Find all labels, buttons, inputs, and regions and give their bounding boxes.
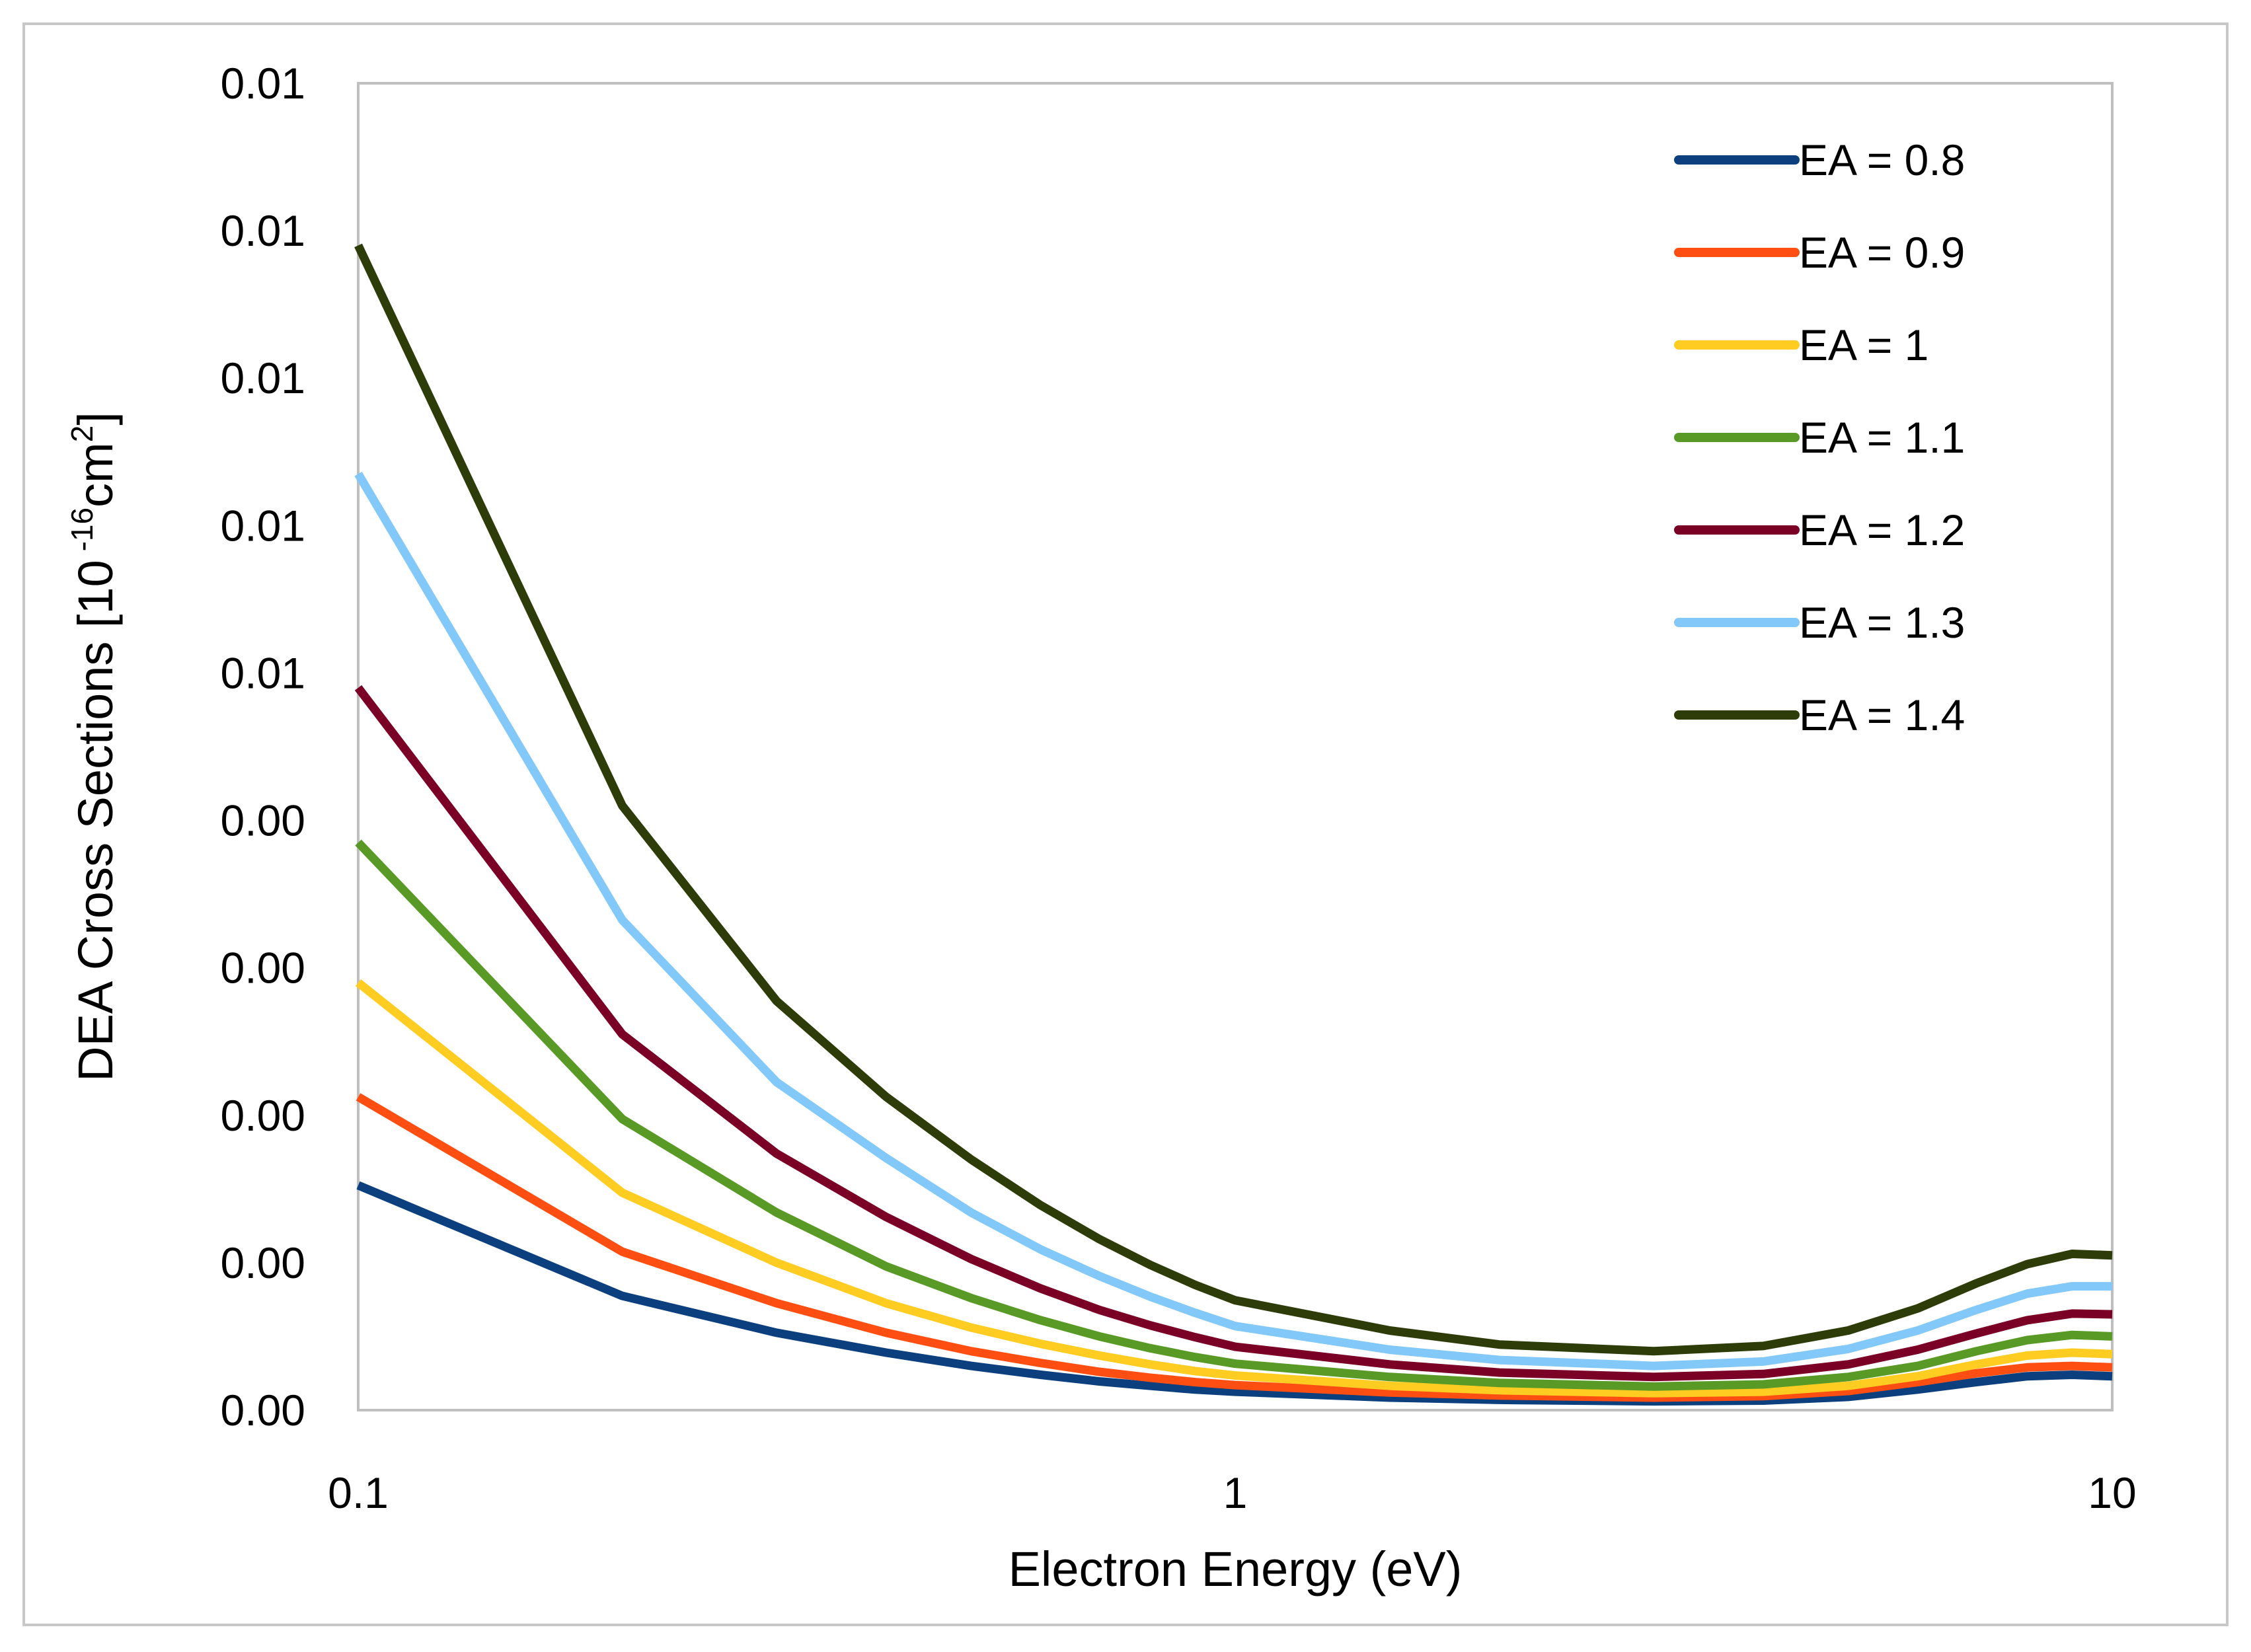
y-tick-label: 0.01 <box>221 59 305 108</box>
legend-item: EA = 0.8 <box>1674 135 1965 184</box>
legend-item: EA = 0.9 <box>1674 228 1965 277</box>
legend-label: EA = 1 <box>1799 320 1928 369</box>
y-tick-label: 0.00 <box>221 1386 305 1435</box>
y-tick-label: 0.01 <box>221 501 305 550</box>
series-line-1 <box>356 1181 2113 1406</box>
legend-label: EA = 1.4 <box>1799 691 1965 739</box>
y-axis-tick-labels: 0.00 0.00 0.00 0.00 0.00 0.01 0.01 0.01 0.01 0.01 <box>221 59 305 1435</box>
legend-label: EA = 0.8 <box>1799 135 1965 184</box>
series-lines <box>354 243 2113 1406</box>
series-line-5 <box>354 685 2113 1382</box>
series-line-7 <box>354 243 2113 1356</box>
legend-item: EA = 1.4 <box>1674 691 1965 739</box>
y-axis-title: DEA Cross Sections [10 -16cm2] <box>65 412 123 1082</box>
x-axis-title: Electron Energy (eV) <box>1009 1542 1463 1596</box>
legend: EA = 0.8 EA = 0.9 EA = 1 EA = 1.1 EA = 1.2 EA… <box>1674 135 1965 739</box>
series-line-3 <box>355 979 2113 1398</box>
legend-item: EA = 1 <box>1674 320 1928 369</box>
legend-label: EA = 1.2 <box>1799 506 1965 554</box>
y-axis-title-prefix: DEA Cross Sections [10 <box>68 560 123 1082</box>
legend-label: EA = 0.9 <box>1799 228 1965 277</box>
plot-area-border <box>357 82 2114 1411</box>
y-tick-label: 0.01 <box>221 354 305 402</box>
x-tick-label: 1 <box>1223 1468 1248 1517</box>
y-tick-label: 0.00 <box>221 944 305 993</box>
y-axis-title-unit-exponent: 2 <box>65 426 99 443</box>
legend-label: EA = 1.3 <box>1799 598 1965 647</box>
y-tick-label: 0.01 <box>221 206 305 255</box>
x-tick-label: 0.1 <box>328 1468 389 1517</box>
series-line-2 <box>356 1093 2113 1402</box>
y-axis-title-suffix: ] <box>68 412 123 426</box>
y-axis-title-unit: cm <box>68 442 123 507</box>
y-tick-label: 0.00 <box>221 1238 305 1287</box>
legend-item: EA = 1.2 <box>1674 506 1965 554</box>
legend-item: EA = 1.3 <box>1674 598 1965 647</box>
series-line-4 <box>355 839 2113 1391</box>
series-line-6 <box>354 471 2112 1370</box>
legend-item: EA = 1.1 <box>1674 413 1965 462</box>
y-tick-label: 0.01 <box>221 648 305 697</box>
x-axis-tick-labels: 0.1 1 10 <box>328 1468 2137 1517</box>
legend-label: EA = 1.1 <box>1799 413 1965 462</box>
y-tick-label: 0.00 <box>221 1091 305 1140</box>
y-tick-label: 0.00 <box>221 796 305 845</box>
y-axis-title-exponent: -16 <box>65 507 99 560</box>
x-tick-label: 10 <box>2088 1468 2136 1517</box>
